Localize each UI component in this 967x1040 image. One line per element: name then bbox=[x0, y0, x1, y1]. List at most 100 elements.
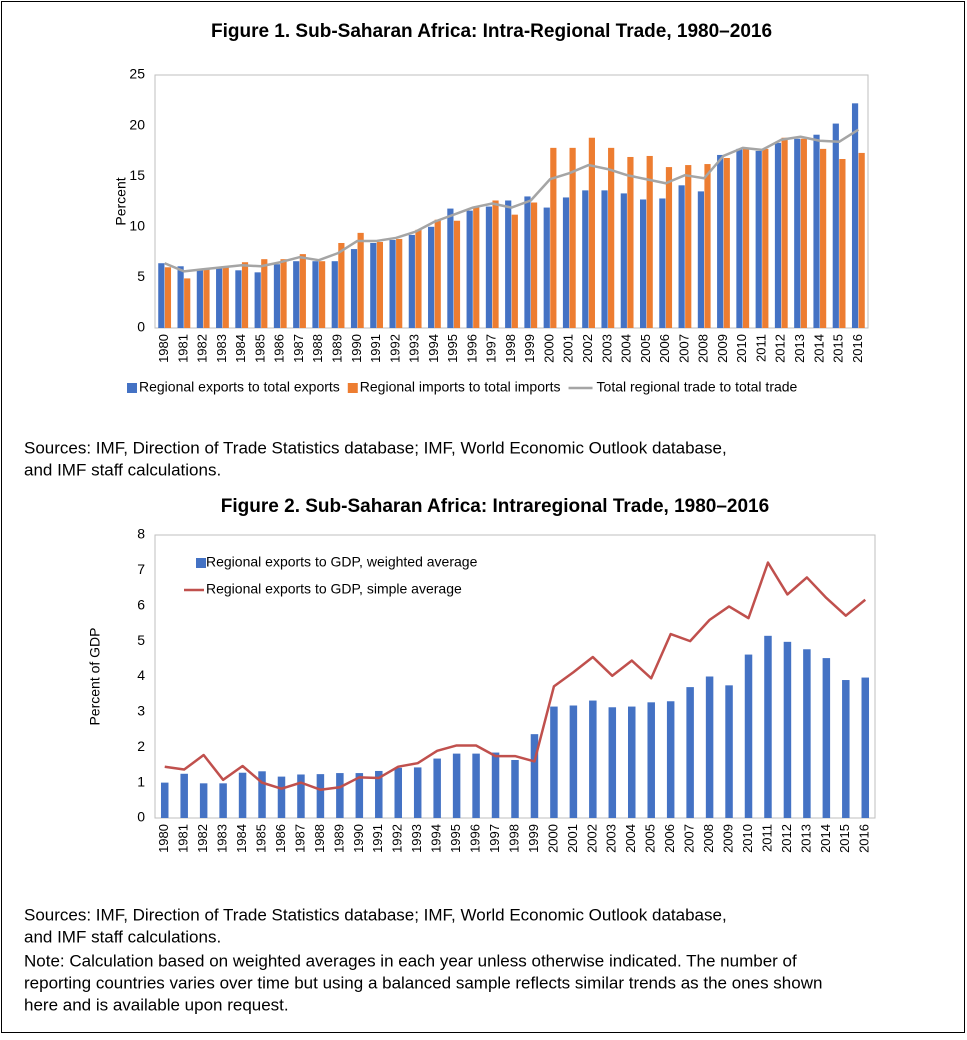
bar bbox=[781, 137, 788, 328]
bar bbox=[184, 278, 191, 328]
bar bbox=[376, 241, 384, 328]
legend-label: Total regional trade to total trade bbox=[597, 379, 798, 395]
y-tick-label: 10 bbox=[129, 218, 145, 234]
legend-swatch bbox=[347, 383, 358, 393]
x-tick-label: 2006 bbox=[657, 334, 672, 363]
series-line bbox=[164, 561, 867, 791]
x-tick-label: 1990 bbox=[349, 334, 364, 363]
bar bbox=[755, 150, 762, 328]
legend-item: Regional exports to GDP, simple average bbox=[184, 581, 462, 597]
bar bbox=[550, 147, 557, 328]
x-tick-label: 1995 bbox=[445, 334, 460, 363]
bar bbox=[666, 701, 675, 818]
x-tick-label: 2007 bbox=[676, 334, 691, 363]
bar bbox=[659, 198, 666, 328]
x-tick-label: 2000 bbox=[541, 334, 556, 363]
bar bbox=[238, 772, 247, 818]
x-tick-label: 1994 bbox=[426, 334, 441, 363]
x-tick-label: 1991 bbox=[370, 824, 385, 853]
note-line: Note: Calculation based on weighted aver… bbox=[24, 951, 797, 970]
bar bbox=[254, 272, 261, 328]
bar bbox=[216, 268, 223, 328]
bar bbox=[524, 196, 531, 328]
x-tick-label: 2000 bbox=[545, 824, 560, 853]
x-tick-label: 2001 bbox=[565, 824, 580, 853]
x-tick-label: 1998 bbox=[503, 334, 518, 363]
bar bbox=[433, 758, 441, 818]
bar bbox=[704, 164, 711, 328]
bar bbox=[447, 208, 454, 328]
x-tick-label: 2016 bbox=[857, 824, 872, 853]
bar bbox=[608, 707, 617, 818]
x-tick-label: 2001 bbox=[561, 334, 576, 363]
bar bbox=[434, 219, 441, 328]
bar bbox=[473, 206, 480, 328]
x-tick-label: 2015 bbox=[837, 824, 852, 853]
legend-swatch bbox=[196, 558, 206, 568]
bar bbox=[842, 680, 850, 818]
bar bbox=[639, 199, 647, 328]
x-tick-label: 2002 bbox=[580, 334, 595, 363]
bar bbox=[678, 185, 685, 328]
bar bbox=[543, 207, 550, 328]
bar bbox=[646, 155, 653, 328]
bar bbox=[396, 238, 403, 328]
bar bbox=[415, 229, 422, 328]
x-tick-label: 2015 bbox=[831, 334, 846, 363]
bar bbox=[336, 773, 344, 818]
bar bbox=[331, 261, 338, 328]
x-tick-label: 1986 bbox=[272, 334, 287, 363]
y-axis-label: Percent bbox=[113, 177, 129, 225]
x-tick-label: 1991 bbox=[368, 334, 383, 363]
x-tick-label: 2004 bbox=[619, 334, 634, 363]
bar bbox=[355, 773, 364, 818]
sources-line: Sources: IMF, Direction of Trade Statist… bbox=[24, 438, 727, 457]
bar bbox=[601, 190, 608, 328]
y-tick-label: 5 bbox=[137, 632, 145, 648]
bar bbox=[472, 753, 480, 818]
x-tick-label: 1998 bbox=[506, 824, 521, 853]
bar bbox=[530, 202, 538, 328]
bar bbox=[725, 685, 733, 818]
x-tick-label: 1984 bbox=[234, 824, 249, 853]
x-tick-label: 1992 bbox=[387, 334, 402, 363]
bar bbox=[389, 239, 396, 328]
bar bbox=[222, 266, 229, 328]
bar bbox=[485, 206, 493, 328]
x-tick-label: 2011 bbox=[753, 334, 768, 362]
legend-label: Regional exports to total exports bbox=[139, 379, 340, 395]
bar bbox=[742, 148, 750, 328]
plot-frame bbox=[154, 74, 869, 329]
bar bbox=[452, 753, 461, 818]
x-tick-label: 1986 bbox=[273, 824, 288, 853]
bar bbox=[318, 261, 326, 328]
y-tick-label: 0 bbox=[137, 809, 145, 825]
x-tick-label: 2016 bbox=[850, 334, 865, 363]
bar bbox=[647, 702, 655, 818]
x-tick-label: 1992 bbox=[390, 824, 405, 853]
chart-title: Figure 2. Sub-Saharan Africa: Intraregio… bbox=[221, 496, 769, 517]
bar bbox=[697, 191, 705, 328]
bar bbox=[160, 782, 169, 818]
bar bbox=[627, 156, 634, 328]
bar bbox=[413, 767, 422, 818]
bar bbox=[685, 165, 692, 328]
bar bbox=[241, 262, 249, 328]
bar bbox=[299, 254, 306, 328]
x-tick-label: 2005 bbox=[638, 334, 653, 363]
bar bbox=[505, 200, 512, 328]
sources-line: Sources: IMF, Direction of Trade Statist… bbox=[24, 905, 727, 924]
x-tick-label: 2010 bbox=[734, 334, 749, 363]
x-tick-label: 1997 bbox=[484, 334, 499, 363]
bar bbox=[764, 635, 772, 818]
x-tick-label: 1982 bbox=[195, 334, 210, 363]
x-tick-label: 1984 bbox=[233, 334, 248, 363]
bar bbox=[569, 147, 576, 328]
x-tick-label: 2005 bbox=[643, 824, 658, 853]
bar bbox=[394, 767, 402, 818]
x-tick-label: 1994 bbox=[429, 824, 444, 853]
bar bbox=[851, 103, 859, 328]
x-tick-label: 2010 bbox=[740, 824, 755, 853]
